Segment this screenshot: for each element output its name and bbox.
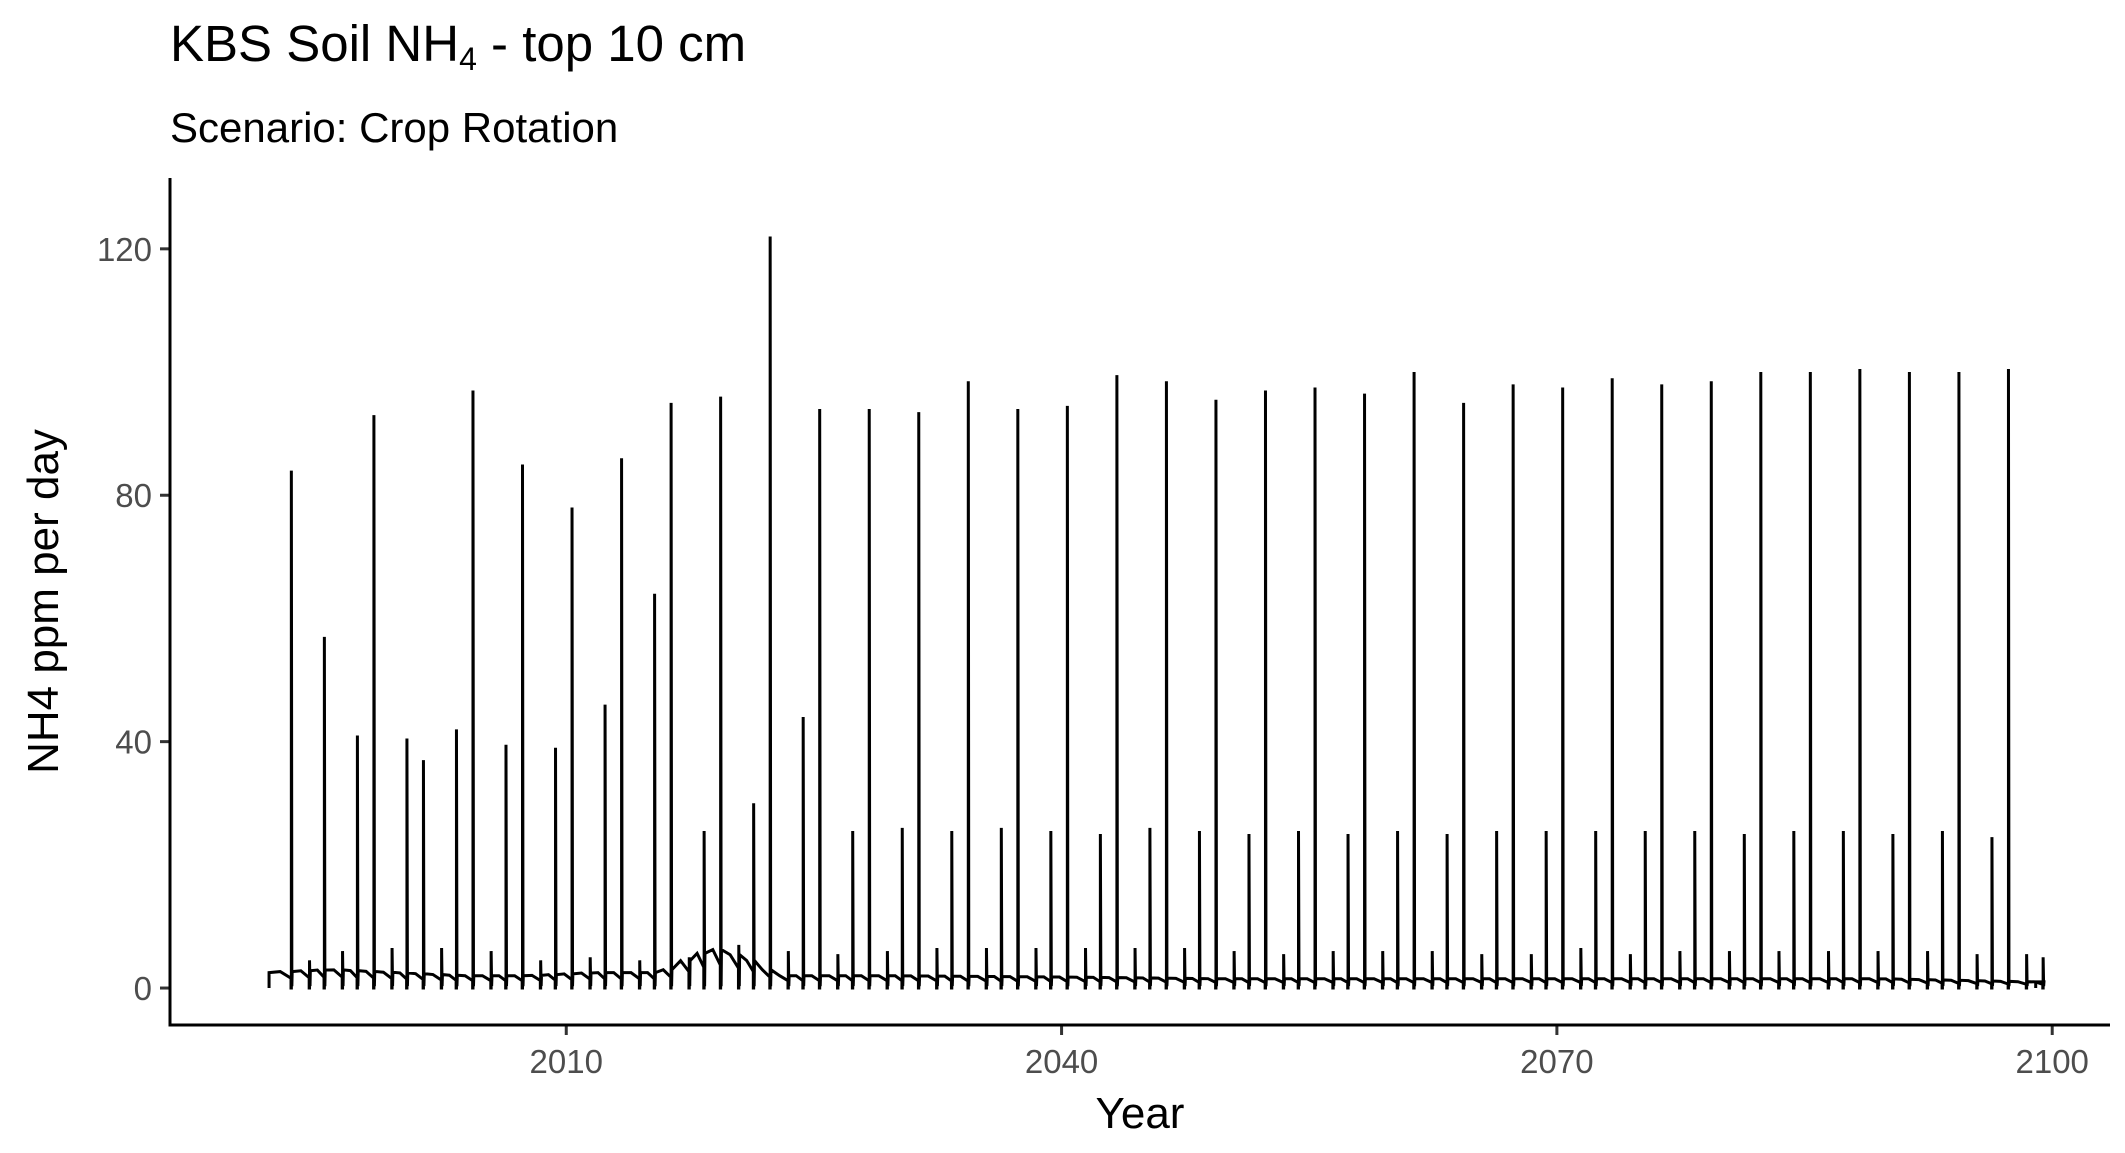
x-tick-label: 2010 — [530, 1043, 603, 1080]
y-tick-label: 0 — [134, 970, 152, 1007]
chart-title-prefix: KBS Soil NH — [170, 15, 460, 72]
chart-title-subscript: 4 — [459, 41, 477, 77]
x-tick-label: 2100 — [2016, 1043, 2089, 1080]
x-axis-ticks: 2010 2040 2070 2100 — [530, 1025, 2089, 1080]
x-tick-label: 2040 — [1025, 1043, 1098, 1080]
y-axis-ticks: 0 40 80 120 — [97, 231, 170, 1007]
chart-subtitle: Scenario: Crop Rotation — [170, 104, 619, 151]
x-axis-title: Year — [1096, 1089, 1185, 1138]
x-tick-label: 2070 — [1520, 1043, 1593, 1080]
chart-title-suffix: - top 10 cm — [476, 15, 747, 72]
y-axis-title: NH4 ppm per day — [19, 429, 68, 774]
chart-marks — [267, 236, 2046, 990]
series-line — [267, 236, 2046, 990]
y-tick-label: 40 — [115, 724, 152, 761]
y-tick-label: 120 — [97, 231, 152, 268]
y-tick-label: 80 — [115, 477, 152, 514]
chart-title: KBS Soil NH4 - top 10 cm — [170, 14, 746, 78]
